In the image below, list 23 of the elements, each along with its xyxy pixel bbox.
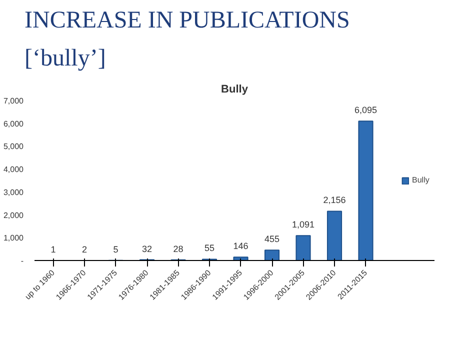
data-label: 32 xyxy=(142,244,152,254)
y-tick-label: 7,000 xyxy=(3,96,24,106)
y-tick-label: - xyxy=(20,256,24,266)
y-tick-label: 6,000 xyxy=(3,119,24,128)
data-label: 2 xyxy=(82,244,88,254)
data-label: 6,095 xyxy=(354,105,378,116)
y-tick-label: 5,000 xyxy=(3,142,24,152)
y-tick-label: 1,000 xyxy=(3,234,24,243)
data-label: 1 xyxy=(50,244,56,254)
data-label: 28 xyxy=(173,244,184,254)
chart-title: INCREASE IN PUBLICATIONS xyxy=(24,8,350,34)
data-label: 55 xyxy=(204,243,215,254)
data-label: 5 xyxy=(113,244,118,254)
y-tick-label: 2,000 xyxy=(3,210,24,220)
text: Bully xyxy=(221,84,249,96)
chart-subtitle: [‘bully’] xyxy=(24,46,106,72)
data-label: 455 xyxy=(264,234,280,244)
data-label: 146 xyxy=(233,241,248,252)
data-label: 1,091 xyxy=(292,220,315,230)
data-label: 2,156 xyxy=(323,195,346,206)
y-tick-label: 3,000 xyxy=(3,188,24,197)
legend-label: Bully xyxy=(412,176,430,184)
y-tick-label: 4,000 xyxy=(3,165,24,174)
